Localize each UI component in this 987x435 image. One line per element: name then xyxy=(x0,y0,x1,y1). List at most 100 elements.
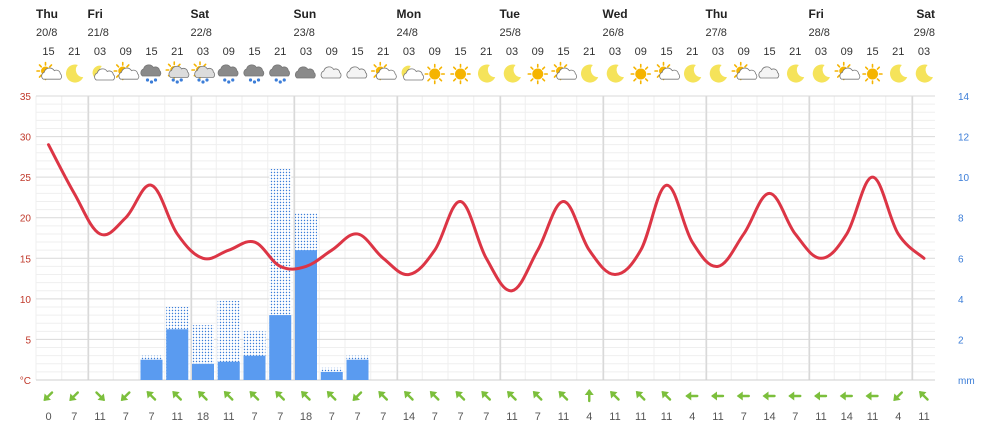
precip-bar xyxy=(346,359,369,380)
sun-ray xyxy=(126,64,130,68)
sun-ray xyxy=(836,74,841,78)
rain-drop xyxy=(278,80,282,84)
wind-arrow xyxy=(455,391,466,401)
temperature-tick-label: 25 xyxy=(20,173,32,184)
day-date: 26/8 xyxy=(603,27,624,39)
precip-tick-label: 14 xyxy=(958,92,970,103)
moon-shape xyxy=(503,64,521,83)
wind-arrow xyxy=(352,391,363,401)
weather-icon xyxy=(915,64,933,83)
wind-arrow xyxy=(198,391,208,401)
rain-drop xyxy=(179,78,183,82)
wind-arrow-head xyxy=(301,391,309,399)
precip-bar xyxy=(243,355,266,380)
hour-label: 15 xyxy=(454,46,466,58)
precip-bar xyxy=(217,361,240,380)
rain-drop xyxy=(256,78,261,82)
weather-icon xyxy=(606,64,624,83)
day-name: Thu xyxy=(706,7,728,21)
wind-speed-label: 11 xyxy=(609,411,620,423)
rain-drop xyxy=(282,78,286,82)
sun-ray xyxy=(438,66,443,70)
wind-arrow-head xyxy=(865,391,872,401)
hour-label: 09 xyxy=(223,46,235,58)
weather-icon xyxy=(92,65,115,81)
hour-label: 21 xyxy=(171,46,183,58)
temperature-axis: 35 30 25 20 15 10 5 °C xyxy=(20,92,32,387)
sun-ray xyxy=(38,74,43,78)
wind-arrow xyxy=(275,391,285,401)
hour-label: 21 xyxy=(377,46,389,58)
cloud-shape xyxy=(140,64,162,77)
wind-speed-label: 4 xyxy=(689,411,695,423)
wind-arrow xyxy=(685,391,699,401)
wind-arrow xyxy=(711,391,725,401)
hour-label: 09 xyxy=(326,46,338,58)
sun-disc xyxy=(455,68,466,80)
hour-label: 15 xyxy=(660,46,672,58)
weather-icon xyxy=(424,63,446,85)
weather-icon xyxy=(243,64,265,84)
weather-icon xyxy=(370,61,397,81)
wind-arrow xyxy=(893,391,903,401)
hour-label: 21 xyxy=(68,46,80,58)
wind-arrow-head xyxy=(198,391,206,399)
weather-icon xyxy=(113,61,140,81)
hour-label: 21 xyxy=(274,46,286,58)
weather-icon xyxy=(890,64,908,83)
weather-icon xyxy=(758,66,780,79)
day-name: Sat xyxy=(191,7,210,21)
temperature-series xyxy=(47,143,926,293)
hour-labels: 15 21 03 09 15 21 03 09 15 21 03 09 15 21 03 09 15 21 03 09… xyxy=(42,46,930,58)
rain-drop xyxy=(227,80,231,84)
sun-ray xyxy=(427,78,431,82)
day-headers: Thu 20/8 Fri 21/8 Sat 22/8 Sun 23/8 Mon 24/8 Tue 25… xyxy=(36,7,935,39)
precip-tick-label: 12 xyxy=(958,133,970,144)
rain-drop xyxy=(175,80,179,84)
temperature-tick-label: 15 xyxy=(20,254,32,265)
cloud-shape xyxy=(269,64,290,77)
hour-label: 03 xyxy=(506,46,518,58)
cloud-shape xyxy=(376,67,397,80)
hour-label: 09 xyxy=(532,46,544,58)
wind-speed-label: 7 xyxy=(148,411,154,423)
wind-speed-label: 7 xyxy=(457,411,463,423)
wind-speed-label: 7 xyxy=(483,411,489,423)
cloud-shape xyxy=(320,66,342,79)
wind-speed-label: 7 xyxy=(535,411,541,423)
hour-label: 15 xyxy=(42,46,54,58)
wind-arrow xyxy=(481,391,491,401)
temperature-tick-label: 30 xyxy=(20,133,32,144)
sun-ray xyxy=(115,74,120,78)
wind-arrow-head xyxy=(429,391,438,399)
wind-speed-label: 7 xyxy=(251,411,257,423)
sun-ray xyxy=(633,78,637,82)
weather-icon xyxy=(165,61,190,84)
hour-label: 03 xyxy=(94,46,106,58)
hour-label: 15 xyxy=(557,46,569,58)
wind-arrow-head xyxy=(839,391,846,401)
precip-tick-label: 6 xyxy=(958,254,964,265)
hour-label: 03 xyxy=(918,46,930,58)
wind-speed-label: 11 xyxy=(506,411,517,423)
weather-icon xyxy=(217,64,239,84)
sun-ray xyxy=(553,64,558,68)
weather-icon xyxy=(862,63,883,85)
precip-bar xyxy=(140,359,163,380)
cloud-shape xyxy=(168,65,190,78)
sun-disc xyxy=(635,68,647,80)
hour-label: 21 xyxy=(892,46,904,58)
day-name: Thu xyxy=(36,7,58,21)
cloud-shape xyxy=(118,67,140,80)
day-date: 29/8 xyxy=(914,27,935,39)
wind-arrow-head xyxy=(97,393,105,401)
precip-tick-label: 2 xyxy=(958,335,964,346)
weather-icon xyxy=(450,63,471,85)
wind-arrow xyxy=(558,391,569,401)
wind-speed-label: 14 xyxy=(403,411,415,423)
day-date: 25/8 xyxy=(500,27,521,39)
wind-arrow-head xyxy=(43,393,51,401)
sun-ray xyxy=(193,63,197,67)
sun-ray xyxy=(438,78,443,82)
wind-arrow-head xyxy=(661,391,669,399)
